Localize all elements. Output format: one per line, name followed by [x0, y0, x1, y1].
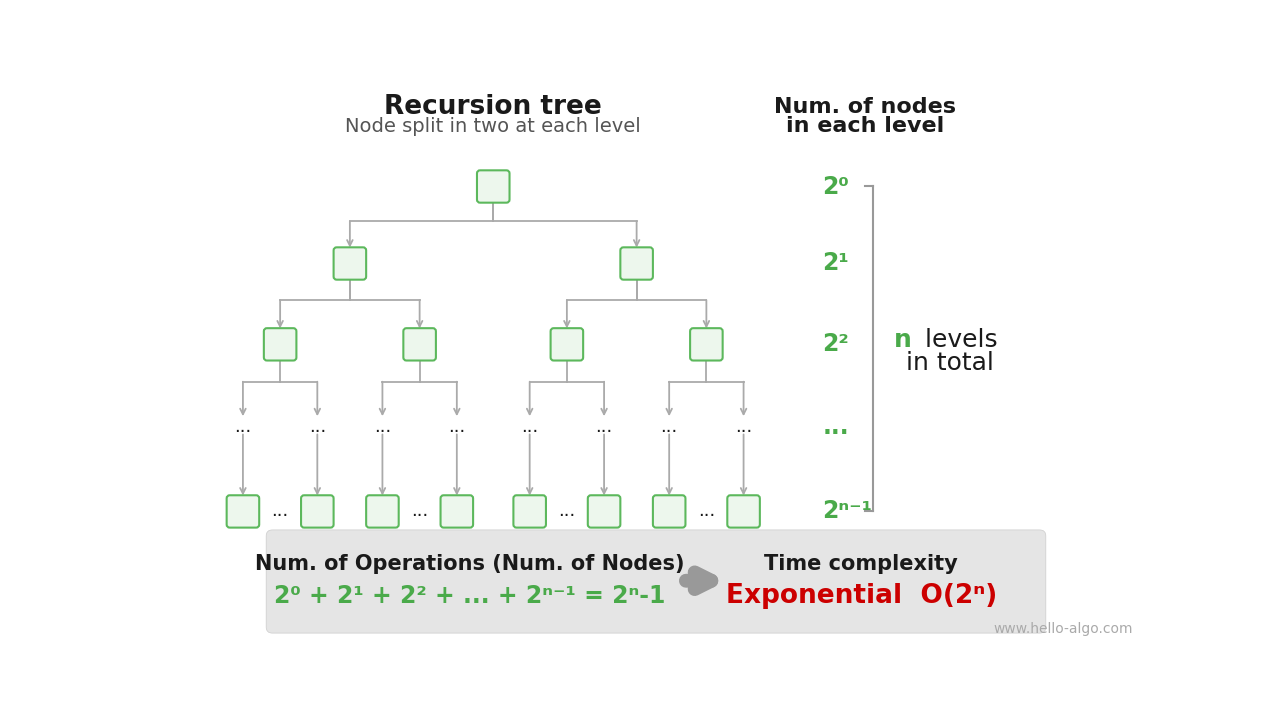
Text: www.hello-algo.com: www.hello-algo.com: [993, 622, 1133, 636]
FancyBboxPatch shape: [366, 495, 398, 528]
FancyBboxPatch shape: [334, 248, 366, 279]
FancyBboxPatch shape: [266, 530, 1046, 633]
Text: Node split in two at each level: Node split in two at each level: [346, 117, 641, 136]
Text: ...: ...: [595, 418, 613, 436]
FancyBboxPatch shape: [227, 495, 259, 528]
Text: 2¹: 2¹: [823, 251, 850, 276]
FancyBboxPatch shape: [727, 495, 760, 528]
Text: Exponential  O(2ⁿ): Exponential O(2ⁿ): [726, 583, 997, 609]
FancyBboxPatch shape: [440, 495, 474, 528]
Text: ...: ...: [271, 503, 289, 521]
Text: ...: ...: [823, 415, 849, 438]
FancyBboxPatch shape: [588, 495, 621, 528]
Text: ...: ...: [308, 418, 326, 436]
Text: Num. of Operations (Num. of Nodes): Num. of Operations (Num. of Nodes): [255, 554, 685, 574]
Text: ...: ...: [735, 418, 753, 436]
Text: Time complexity: Time complexity: [764, 554, 959, 574]
FancyBboxPatch shape: [690, 328, 723, 361]
FancyBboxPatch shape: [477, 171, 509, 202]
FancyBboxPatch shape: [301, 495, 334, 528]
FancyBboxPatch shape: [550, 328, 584, 361]
Text: ...: ...: [234, 418, 252, 436]
Text: n: n: [893, 328, 911, 352]
FancyBboxPatch shape: [621, 248, 653, 279]
FancyBboxPatch shape: [264, 328, 297, 361]
Text: ...: ...: [698, 503, 716, 521]
FancyBboxPatch shape: [653, 495, 686, 528]
Text: Recursion tree: Recursion tree: [384, 94, 602, 120]
Text: ...: ...: [374, 418, 392, 436]
FancyBboxPatch shape: [513, 495, 547, 528]
Text: ...: ...: [558, 503, 576, 521]
Text: in each level: in each level: [786, 117, 945, 136]
Text: 2⁰: 2⁰: [823, 174, 850, 199]
Text: 2²: 2²: [823, 333, 850, 356]
Text: 2ⁿ⁻¹: 2ⁿ⁻¹: [823, 500, 873, 523]
Text: ...: ...: [660, 418, 678, 436]
FancyBboxPatch shape: [403, 328, 436, 361]
Text: 2⁰ + 2¹ + 2² + ... + 2ⁿ⁻¹ = 2ⁿ-1: 2⁰ + 2¹ + 2² + ... + 2ⁿ⁻¹ = 2ⁿ-1: [274, 584, 666, 608]
Text: ...: ...: [521, 418, 539, 436]
Text: ...: ...: [448, 418, 466, 436]
Text: ...: ...: [411, 503, 429, 521]
Text: in total: in total: [906, 351, 995, 375]
Text: Num. of nodes: Num. of nodes: [774, 97, 956, 117]
Text: levels: levels: [909, 328, 998, 352]
